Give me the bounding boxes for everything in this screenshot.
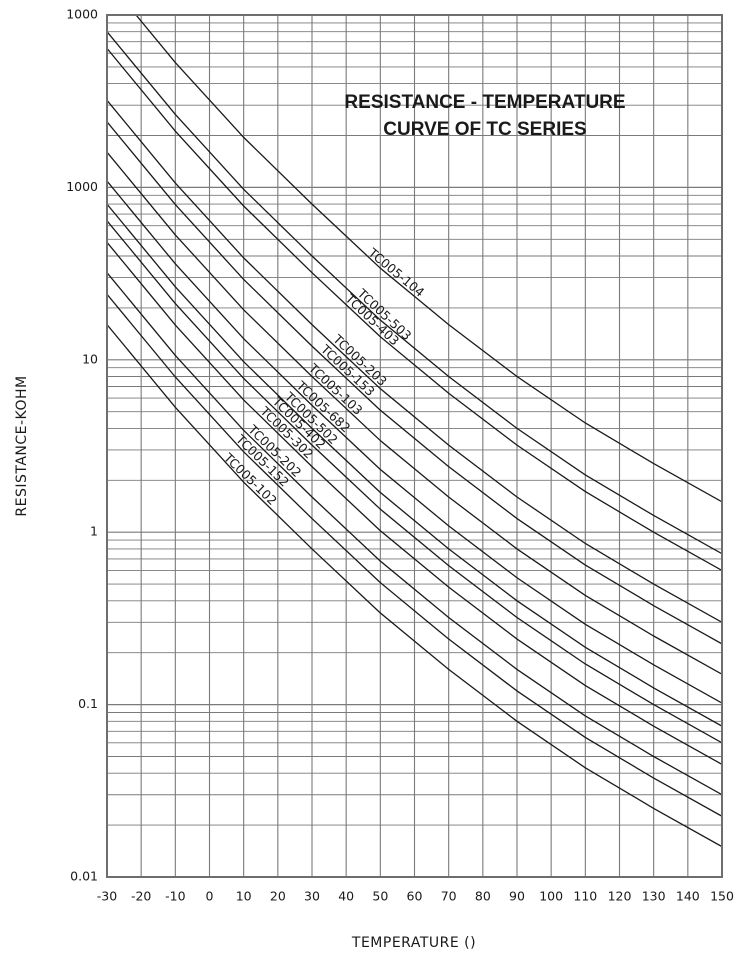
x-tick-label: 90	[509, 889, 525, 904]
y-tick-label: 1000	[66, 179, 98, 194]
x-tick-label: 130	[642, 889, 666, 904]
series-line	[107, 151, 722, 675]
x-tick-label: 70	[441, 889, 457, 904]
x-tick-label: -10	[165, 889, 185, 904]
x-axis-label: TEMPERATURE ()	[351, 935, 476, 951]
series-line	[107, 180, 722, 704]
x-tick-label: 150	[710, 889, 734, 904]
x-tick-label: 10	[236, 889, 252, 904]
x-tick-label: -20	[131, 889, 151, 904]
series-line	[135, 15, 722, 503]
y-tick-label: 0.1	[78, 696, 98, 711]
x-tick-label: -30	[97, 889, 117, 904]
x-tick-label: 60	[407, 889, 423, 904]
x-tick-label: 140	[676, 889, 700, 904]
series-line	[107, 203, 722, 727]
x-tick-label: 30	[304, 889, 320, 904]
y-tick-label: 0.01	[70, 869, 98, 884]
plot-frame	[106, 14, 723, 878]
series-line	[107, 293, 722, 817]
series-line	[107, 241, 722, 765]
x-tick-label: 80	[475, 889, 491, 904]
chart-title: CURVE OF TC SERIES	[383, 119, 586, 140]
x-tick-label: 0	[206, 889, 214, 904]
series-line	[107, 99, 722, 623]
chart-title: RESISTANCE - TEMPERATURE	[344, 92, 625, 113]
x-tick-label: 40	[338, 889, 354, 904]
series-line	[107, 272, 722, 796]
x-tick-label: 20	[270, 889, 286, 904]
x-tick-label: 110	[573, 889, 597, 904]
series-line	[107, 220, 722, 744]
curves	[107, 15, 722, 848]
series-line	[107, 31, 722, 555]
series-line	[107, 324, 722, 848]
x-tick-label: 100	[539, 889, 563, 904]
y-axis-label: RESISTANCE-KOHM	[14, 375, 30, 516]
y-tick-label: 1000	[66, 7, 98, 22]
x-tick-label: 50	[372, 889, 388, 904]
y-tick-label: 1	[90, 524, 98, 539]
y-tick-label: 10	[82, 351, 98, 366]
x-tick-label: 120	[608, 889, 632, 904]
series-line	[107, 47, 722, 572]
series-line	[107, 121, 722, 645]
